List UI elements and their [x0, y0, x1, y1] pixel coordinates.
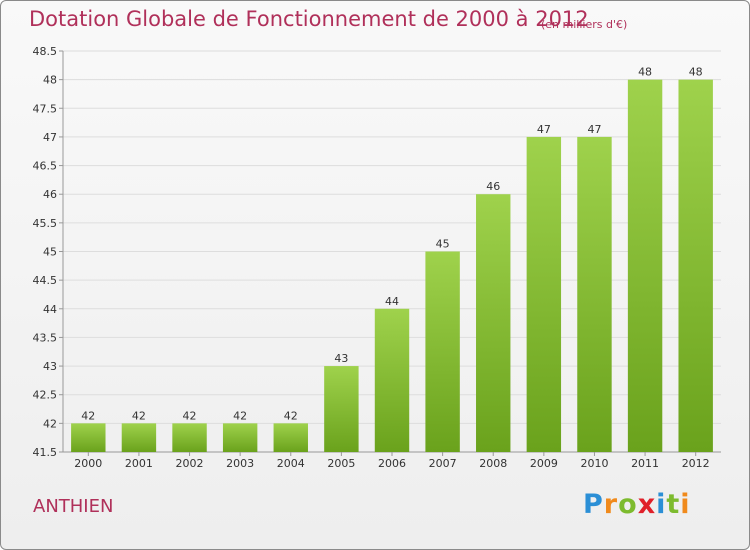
commune-name: ANTHIEN	[33, 496, 114, 517]
bar-2012	[678, 79, 713, 453]
chart-title: Dotation Globale de Fonctionnement de 20…	[29, 7, 589, 31]
x-tick-label: 2002	[176, 457, 204, 470]
y-tick-label: 42.5	[33, 389, 58, 402]
y-tick-label: 44	[43, 303, 57, 316]
bar-value-label: 46	[486, 180, 500, 193]
bar-value-label: 48	[638, 66, 652, 79]
x-tick-label: 2011	[631, 457, 659, 470]
bar-2003	[222, 423, 258, 452]
y-tick-label: 42	[43, 417, 57, 430]
bar-2010	[577, 136, 612, 452]
labels: 41.5 42 42.5 43 43.5 44 44.5 45 45.5 46 46.5 47 47.5…	[33, 45, 710, 470]
bar-2006	[374, 308, 410, 452]
bar-2005	[324, 366, 359, 452]
bar-value-label: 42	[132, 409, 146, 422]
y-tick-label: 47.5	[33, 102, 58, 115]
bar-2002	[172, 423, 207, 452]
y-tick-label: 43	[43, 360, 57, 373]
x-tick-label: 2012	[682, 457, 710, 470]
x-tick-label: 2005	[327, 457, 355, 470]
y-tick-label: 43.5	[33, 331, 58, 344]
bar-2007	[425, 251, 460, 452]
x-tick-label: 2003	[226, 457, 254, 470]
bar-value-label: 48	[689, 66, 703, 79]
x-tick-label: 2004	[277, 457, 305, 470]
y-tick-label: 48	[43, 74, 57, 87]
bar-value-label: 45	[436, 238, 450, 251]
x-tick-label: 2010	[580, 457, 608, 470]
bar-2001	[121, 423, 157, 452]
bar-value-label: 47	[587, 123, 601, 136]
chart-unit: (en milliers d'€)	[541, 18, 628, 31]
bar-2004	[273, 423, 308, 452]
bar-value-label: 42	[233, 409, 247, 422]
y-tick-label: 46	[43, 188, 57, 201]
x-tick-label: 2008	[479, 457, 507, 470]
y-tick-label: 44.5	[33, 274, 58, 287]
x-tick-label: 2006	[378, 457, 406, 470]
y-tick-label: 41.5	[33, 446, 58, 459]
bars	[71, 79, 713, 453]
bar-2011	[627, 79, 663, 453]
x-tick-label: 2007	[429, 457, 457, 470]
y-tick-label: 46.5	[33, 160, 58, 173]
bar-2009	[526, 136, 562, 452]
x-tick-label: 2000	[74, 457, 102, 470]
bar-2008	[476, 194, 511, 452]
bar-value-label: 47	[537, 123, 551, 136]
y-tick-label: 45	[43, 246, 57, 259]
bar-value-label: 43	[334, 352, 348, 365]
proxiti-logo: Proxiti	[583, 489, 691, 520]
bar-2000	[71, 423, 106, 452]
bar-value-label: 44	[385, 295, 399, 308]
y-tick-label: 47	[43, 131, 57, 144]
x-tick-label: 2009	[530, 457, 558, 470]
bar-value-label: 42	[183, 409, 197, 422]
y-tick-label: 48.5	[33, 45, 58, 58]
bar-value-label: 42	[284, 409, 298, 422]
x-tick-label: 2001	[125, 457, 153, 470]
y-tick-label: 45.5	[33, 217, 58, 230]
bar-value-label: 42	[81, 409, 95, 422]
